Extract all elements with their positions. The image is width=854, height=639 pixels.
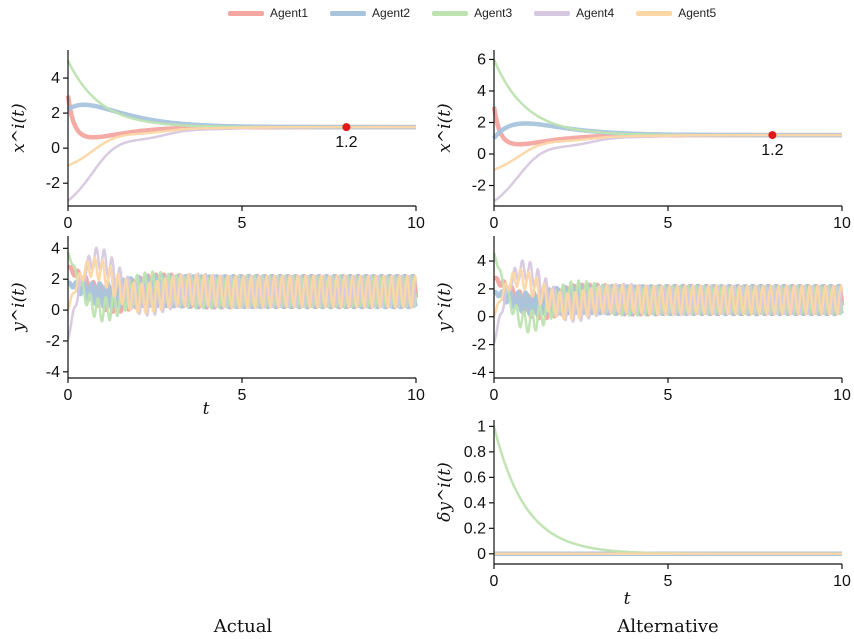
y-tick-label: -2 xyxy=(46,175,60,192)
y-tick-label: 2 xyxy=(51,105,60,122)
legend-label: Agent5 xyxy=(678,6,717,20)
annotation-label: 1.2 xyxy=(335,134,357,151)
x-tick-label: 10 xyxy=(407,387,425,404)
panel-actual-y: 0 5 10 4 2 0 -2 -4 y^i(t) t xyxy=(9,236,425,419)
x-axis-label: t xyxy=(624,589,631,609)
y-tick-label: 1 xyxy=(477,418,486,435)
x-tick-label: 5 xyxy=(664,387,673,404)
panel-alt-x: 0 5 10 6 4 2 0 -2 x^i(t) 1.2 xyxy=(435,50,851,232)
legend-item-agent2[interactable]: Agent2 xyxy=(330,6,410,20)
panel-alt-y: 0 5 10 4 2 0 -2 -4 y^i(t) xyxy=(435,236,851,404)
y-tick-label: 4 xyxy=(51,240,60,257)
legend-swatch xyxy=(330,10,367,16)
x-tick-label: 0 xyxy=(64,215,73,232)
caption-alternative: Alternative xyxy=(616,616,718,637)
y-axis-label: y^i(t) xyxy=(9,282,29,332)
series-line-agent3 xyxy=(66,59,416,129)
y-tick-label: 6 xyxy=(477,51,486,68)
y-tick-label: 0 xyxy=(477,146,486,163)
legend-item-agent3[interactable]: Agent3 xyxy=(432,6,512,20)
x-tick-label: 5 xyxy=(664,215,673,232)
y-tick-label: 0 xyxy=(477,546,486,563)
series-line-agent5 xyxy=(67,125,416,167)
series-line-agent3 xyxy=(492,426,842,556)
annotation-point xyxy=(768,131,777,140)
x-axis-label: t xyxy=(203,399,210,419)
legend-label: Agent3 xyxy=(474,6,513,20)
y-tick-label: -2 xyxy=(472,178,486,195)
y-tick-label: 4 xyxy=(477,83,486,100)
y-tick-label: 0 xyxy=(477,309,486,326)
y-tick-label: 2 xyxy=(51,271,60,288)
legend-item-agent4[interactable]: Agent4 xyxy=(534,6,614,20)
y-tick-label: 4 xyxy=(51,70,60,87)
panel-alt-dy: 0 5 10 1 0.8 0.6 0.4 0.2 0 δy^i(t) t xyxy=(435,418,851,609)
x-tick-label: 0 xyxy=(490,573,499,590)
x-tick-label: 10 xyxy=(833,387,851,404)
panel-actual-x: 0 5 10 4 2 0 -2 x^i(t) 1.2 xyxy=(9,50,425,232)
series-line-agent5 xyxy=(493,133,842,171)
y-tick-label: 0 xyxy=(51,140,60,157)
legend-item-agent1[interactable]: Agent1 xyxy=(228,6,308,20)
y-axis-label: y^i(t) xyxy=(435,282,455,332)
y-axis-label: δy^i(t) xyxy=(435,462,455,522)
y-axis-label: x^i(t) xyxy=(9,103,29,152)
x-tick-label: 5 xyxy=(664,573,673,590)
y-axis-label: x^i(t) xyxy=(435,103,455,152)
y-tick-label: 2 xyxy=(477,114,486,131)
y-tick-label: 0 xyxy=(51,302,60,319)
y-tick-label: -2 xyxy=(472,337,486,354)
series-line-agent1 xyxy=(65,95,417,140)
y-tick-label: 0.2 xyxy=(464,520,486,537)
x-tick-label: 10 xyxy=(833,573,851,590)
caption-actual: Actual xyxy=(213,616,273,637)
y-tick-label: 0.6 xyxy=(464,469,486,486)
legend-swatch xyxy=(534,10,571,16)
annotation-label: 1.2 xyxy=(761,142,783,159)
y-tick-label: -2 xyxy=(46,333,60,350)
y-tick-label: 4 xyxy=(477,253,486,270)
x-tick-label: 10 xyxy=(833,215,851,232)
x-tick-label: 0 xyxy=(490,215,499,232)
y-tick-label: -4 xyxy=(46,364,60,381)
legend-label: Agent4 xyxy=(576,6,615,20)
x-tick-label: 0 xyxy=(490,387,499,404)
series-line-agent4 xyxy=(493,133,842,203)
y-tick-label: 0.4 xyxy=(464,495,486,512)
x-tick-label: 5 xyxy=(238,215,247,232)
series-line-agent2 xyxy=(66,102,417,130)
legend-swatch xyxy=(432,10,469,16)
legend-swatch xyxy=(228,10,264,16)
series-line-agent5 xyxy=(492,268,844,321)
series-line-agent5 xyxy=(66,256,418,315)
legend: Agent1 Agent2 Agent3 Agent4 Agent5 xyxy=(228,6,738,20)
y-tick-label: 0.8 xyxy=(464,444,486,461)
series-line-agent4 xyxy=(67,125,416,202)
x-tick-label: 0 xyxy=(64,387,73,404)
legend-label: Agent2 xyxy=(372,6,411,20)
legend-label: Agent1 xyxy=(270,6,309,20)
x-tick-label: 10 xyxy=(407,215,425,232)
annotation-point xyxy=(342,123,351,132)
x-tick-label: 5 xyxy=(238,387,247,404)
y-tick-label: -4 xyxy=(472,364,486,381)
y-tick-label: 2 xyxy=(477,281,486,298)
legend-item-agent5[interactable]: Agent5 xyxy=(636,6,716,20)
legend-swatch xyxy=(636,10,673,16)
